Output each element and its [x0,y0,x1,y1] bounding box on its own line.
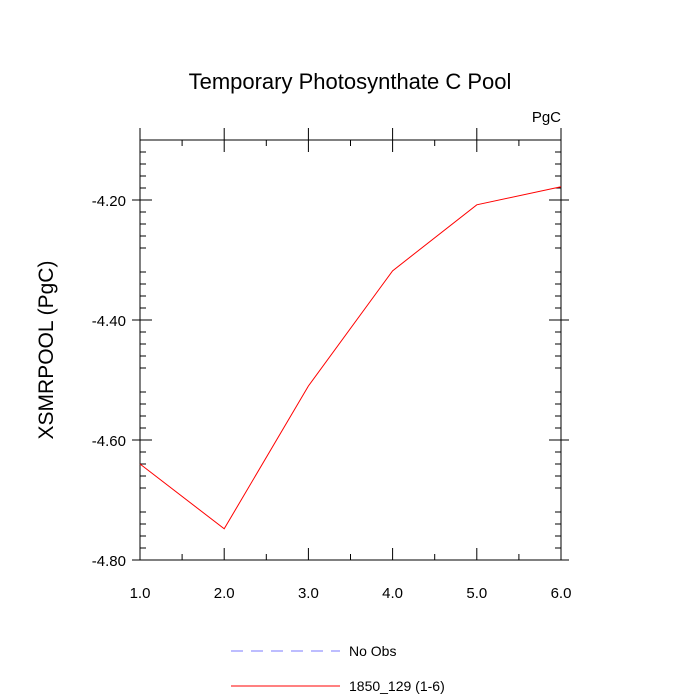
x-tick-label: 1.0 [130,585,151,602]
plot-frame [139,139,562,561]
y-tick-label: -4.60 [92,433,126,450]
legend-label: 1850_129 (1-6) [349,678,445,694]
legend: No Obs 1850_129 (1-6) [231,643,445,694]
x-tick-label: 3.0 [298,585,319,602]
x-tick-label: 4.0 [382,585,403,602]
x-tick-label: 2.0 [214,585,235,602]
y-tick-label: -4.80 [92,553,126,570]
axis-tick-labels: 1.0 2.0 3.0 4.0 5.0 6.0 -4.20 -4.40 -4.60 -4.80 [92,193,572,602]
series-line [139,186,562,530]
x-tick-label: 5.0 [466,585,487,602]
x-tick-label: 6.0 [551,585,572,602]
chart-title: Temporary Photosynthate C Pool [189,69,512,94]
units-label: PgC [532,109,561,126]
y-axis-label: XSMRPOOL (PgC) [35,261,58,440]
axis-ticks [132,128,569,561]
y-tick-label: -4.20 [92,193,126,210]
series-layer [139,186,562,530]
y-tick-label: -4.40 [92,313,126,330]
legend-label: No Obs [349,643,396,659]
